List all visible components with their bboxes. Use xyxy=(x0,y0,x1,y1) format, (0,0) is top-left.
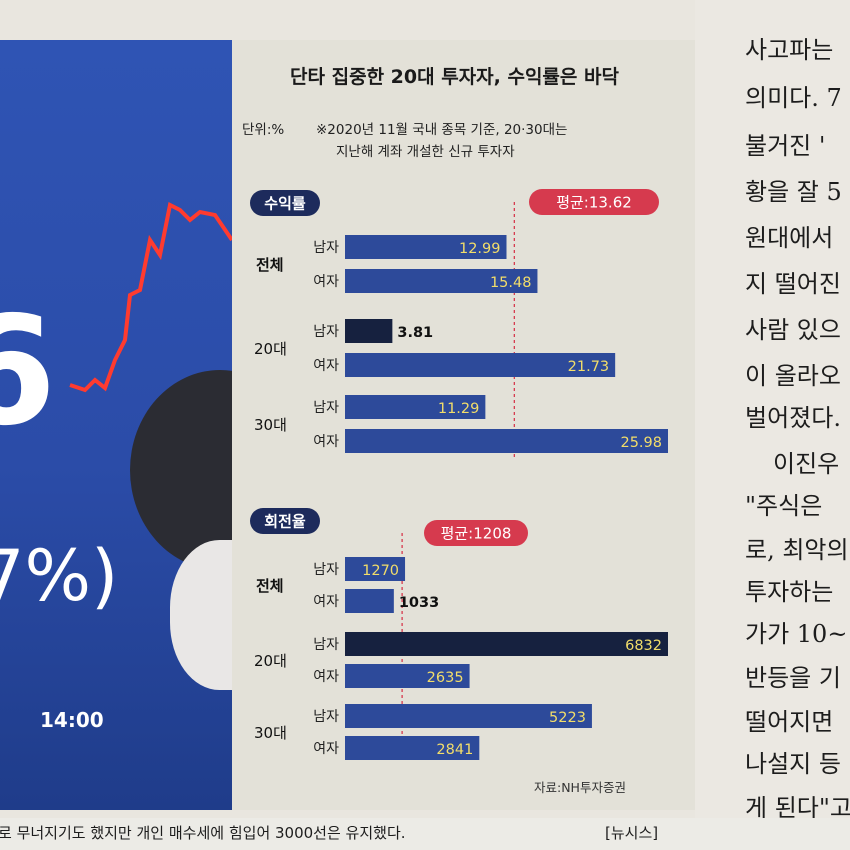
bar-value-label: 1270 xyxy=(362,563,399,579)
section-badge-label: 회전율 xyxy=(264,513,306,531)
bar xyxy=(345,429,668,453)
bar-value-label: 3.81 xyxy=(397,325,433,341)
gender-label: 남자 xyxy=(313,709,339,725)
article-line: "주식은 xyxy=(745,492,823,520)
section-badge-label: 수익률 xyxy=(264,195,306,213)
article-line: 벌어졌다. xyxy=(745,404,841,432)
bar-value-label: 21.73 xyxy=(568,359,610,375)
article-line: 가가 10~ xyxy=(745,620,848,648)
group-label: 20대 xyxy=(254,652,287,670)
article-line: 나설지 등 xyxy=(745,750,841,778)
group-label: 20대 xyxy=(254,340,287,358)
gender-label: 여자 xyxy=(313,358,339,374)
gender-label: 남자 xyxy=(313,240,339,256)
article-line: 로, 최악의 xyxy=(745,536,849,564)
bar-value-label: 2635 xyxy=(427,670,464,686)
article-line: 황을 잘 5 xyxy=(745,178,842,206)
section-badge xyxy=(250,508,320,534)
bar-value-label: 15.48 xyxy=(490,275,532,291)
group-label: 전체 xyxy=(256,577,284,595)
screen-percent: 7%) xyxy=(0,535,119,617)
article-line: 이 올라오 xyxy=(745,362,841,390)
gender-label: 여자 xyxy=(313,669,339,685)
bar xyxy=(345,664,470,688)
photo-caption: 로 무너지기도 했지만 개인 매수세에 힘입어 3000선은 유지했다. [뉴시… xyxy=(0,818,850,850)
bar xyxy=(345,632,668,656)
caption-credit: [뉴시스] xyxy=(605,824,659,842)
article-line: 의미다. 7 xyxy=(745,84,842,112)
bar-value-label: 25.98 xyxy=(620,435,662,451)
bar xyxy=(345,704,592,728)
gender-label: 여자 xyxy=(313,594,339,610)
bar xyxy=(345,589,394,613)
article-line: 지 떨어진 xyxy=(745,270,841,298)
group-label: 전체 xyxy=(256,256,284,274)
bar-value-label: 12.99 xyxy=(459,241,501,257)
caption-text: 로 무너지기도 했지만 개인 매수세에 힘입어 3000선은 유지했다. xyxy=(0,824,406,842)
gender-label: 여자 xyxy=(313,741,339,757)
bar xyxy=(345,736,480,760)
average-badge xyxy=(424,520,528,546)
gender-label: 남자 xyxy=(313,562,339,578)
group-label: 30대 xyxy=(254,416,287,434)
gender-label: 남자 xyxy=(313,637,339,653)
bar xyxy=(345,353,616,377)
bar-value-label: 6832 xyxy=(625,638,662,654)
stock-line-graphic xyxy=(69,202,232,393)
bar-value-label: 2841 xyxy=(436,742,473,758)
source-label: 자료:NH투자증권 xyxy=(534,780,626,795)
person-mask xyxy=(170,540,232,690)
bar-value-label: 5223 xyxy=(549,710,586,726)
average-badge-label: 평균:1208 xyxy=(441,525,512,543)
average-badge-label: 평균:13.62 xyxy=(556,194,632,212)
note-line-2: 지난해 계좌 개설한 신규 투자자 xyxy=(336,144,515,160)
bar-value-label: 11.29 xyxy=(438,401,480,417)
gender-label: 남자 xyxy=(313,324,339,340)
unit-label: 단위:% xyxy=(242,122,285,138)
article-line: 사고파는 xyxy=(745,36,834,64)
gender-label: 여자 xyxy=(313,274,339,290)
article-line: 불거진 ' xyxy=(745,132,826,160)
screen-digit: 6 xyxy=(0,285,56,459)
article-line: 게 된다"고 xyxy=(745,794,850,822)
article-line: 이진우 xyxy=(773,450,840,478)
article-line: 투자하는 xyxy=(745,578,834,606)
section-badge xyxy=(250,190,320,216)
gender-label: 남자 xyxy=(313,400,339,416)
average-badge xyxy=(529,189,659,215)
article-line: 떨어지면 xyxy=(745,708,834,736)
chart-panel: 단타 집중한 20대 투자자, 수익률은 바닥 단위:% ※2020년 11월 … xyxy=(232,40,695,810)
bar xyxy=(345,235,507,259)
chart-title: 단타 집중한 20대 투자자, 수익률은 바닥 xyxy=(290,66,619,88)
screen-time: 14:00 xyxy=(40,708,104,732)
article-line: 원대에서 xyxy=(745,224,834,252)
background-photo: 6 7%) 14:00 xyxy=(0,40,232,810)
bar xyxy=(345,319,393,343)
article-line: 반등을 기 xyxy=(745,664,841,692)
note-line-1: ※2020년 11월 국내 종목 기준, 20·30대는 xyxy=(316,122,568,138)
article-line: 사람 있으 xyxy=(745,316,841,344)
bar-value-label: 1033 xyxy=(399,595,439,611)
group-label: 30대 xyxy=(254,724,287,742)
gender-label: 여자 xyxy=(313,434,339,450)
bar xyxy=(345,269,538,293)
bar xyxy=(345,557,406,581)
bar xyxy=(345,395,486,419)
